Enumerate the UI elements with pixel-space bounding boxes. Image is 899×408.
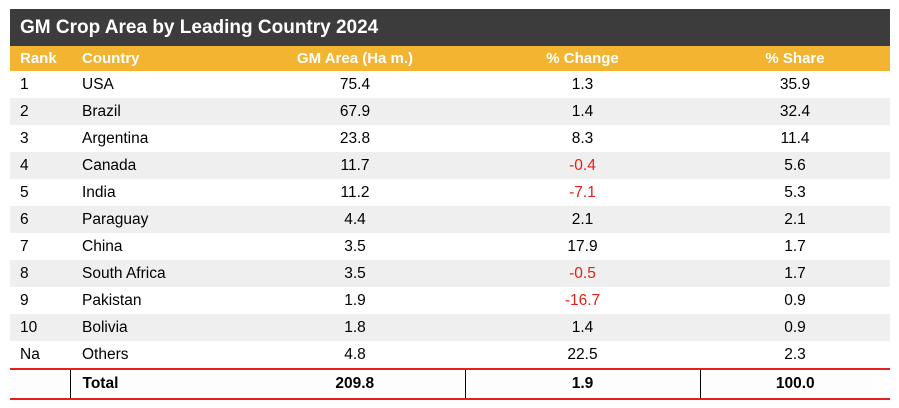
cell-area: 1.8 (344, 318, 366, 336)
cell-rank: 10 (20, 318, 38, 336)
total-area: 209.8 (245, 368, 465, 400)
cell-country: India (82, 183, 116, 201)
cell-area: 4.4 (344, 210, 366, 228)
cell-area: 11.7 (340, 156, 370, 174)
cell-rank: 4 (20, 156, 29, 174)
header-change: % Change (546, 50, 619, 67)
table-title: GM Crop Area by Leading Country 2024 (10, 9, 890, 46)
cell-area: 1.9 (344, 291, 366, 309)
cell-share: 11.4 (780, 129, 810, 147)
table-container: GM Crop Area by Leading Country 2024 Ran… (10, 9, 890, 400)
table-row: 1 USA 75.4 1.3 35.9 (10, 71, 890, 98)
cell-change: -0.5 (569, 264, 596, 282)
cell-country: South Africa (82, 264, 166, 282)
header-rank: Rank (20, 50, 57, 67)
cell-area: 23.8 (339, 129, 371, 147)
total-share: 100.0 (699, 368, 890, 400)
table-row: 8 South Africa 3.5 -0.5 1.7 (10, 260, 890, 287)
crop-area-table: Rank Country GM Area (Ha m.) % Change % … (10, 46, 890, 400)
cell-country: Bolivia (82, 318, 128, 336)
cell-share: 35.9 (779, 75, 811, 93)
cell-rank: 6 (20, 210, 29, 228)
table-row: 9 Pakistan 1.9 -16.7 0.9 (10, 287, 890, 314)
total-rank-cell (10, 368, 70, 400)
cell-area: 67.9 (339, 102, 371, 120)
cell-change: 2.1 (571, 210, 594, 228)
header-area: GM Area (Ha m.) (296, 50, 414, 67)
cell-change: 17.9 (567, 237, 598, 255)
cell-share: 5.6 (784, 156, 806, 174)
cell-country: Pakistan (82, 291, 142, 309)
cell-rank: 3 (20, 129, 29, 147)
cell-area: 11.2 (340, 183, 370, 201)
cell-change: 1.3 (571, 75, 594, 93)
cell-share: 1.7 (784, 237, 806, 255)
table-row: Na Others 4.8 22.5 2.3 (10, 341, 890, 369)
cell-rank: Na (20, 345, 40, 363)
header-row: Rank Country GM Area (Ha m.) % Change % … (10, 46, 890, 71)
cell-country: Brazil (82, 102, 121, 120)
table-row: 4 Canada 11.7 -0.4 5.6 (10, 152, 890, 179)
table-body: 1 USA 75.4 1.3 35.9 2 Brazil 67.9 1.4 32.4 3 Argent… (10, 71, 890, 369)
header-country: Country (82, 50, 140, 67)
header-share: % Share (765, 50, 825, 67)
cell-area: 4.8 (344, 345, 366, 363)
table-header: Rank Country GM Area (Ha m.) % Change % … (10, 46, 890, 71)
cell-country: USA (82, 75, 114, 93)
table-row: 2 Brazil 67.9 1.4 32.4 (10, 98, 890, 125)
total-label: Total (69, 368, 245, 400)
cell-share: 5.3 (784, 183, 806, 201)
cell-rank: 8 (20, 264, 29, 282)
cell-share: 0.9 (784, 291, 806, 309)
cell-change: 1.4 (571, 318, 594, 336)
cell-share: 0.9 (784, 318, 806, 336)
table-footer: Total 209.8 1.9 100.0 (10, 368, 890, 400)
cell-share: 2.3 (784, 345, 806, 363)
table-row: 6 Paraguay 4.4 2.1 2.1 (10, 206, 890, 233)
cell-change: 1.4 (571, 102, 594, 120)
cell-rank: 7 (20, 237, 29, 255)
table-row: 5 India 11.2 -7.1 5.3 (10, 179, 890, 206)
cell-rank: 9 (20, 291, 29, 309)
cell-change: -7.1 (569, 183, 596, 201)
cell-share: 2.1 (784, 210, 806, 228)
total-row: Total 209.8 1.9 100.0 (10, 368, 890, 400)
cell-share: 32.4 (779, 102, 811, 120)
table-row: 7 China 3.5 17.9 1.7 (10, 233, 890, 260)
cell-share: 1.7 (784, 264, 806, 282)
cell-country: Paraguay (82, 210, 149, 228)
cell-rank: 2 (20, 102, 29, 120)
cell-rank: 5 (20, 183, 29, 201)
cell-change: -16.7 (564, 291, 601, 309)
total-change: 1.9 (464, 368, 700, 400)
table-row: 10 Bolivia 1.8 1.4 0.9 (10, 314, 890, 341)
cell-country: Argentina (82, 129, 149, 147)
cell-country: China (82, 237, 123, 255)
cell-change: 8.3 (571, 129, 594, 147)
cell-area: 75.4 (339, 75, 371, 93)
cell-change: 22.5 (567, 345, 598, 363)
cell-country: Canada (82, 156, 137, 174)
cell-area: 3.5 (344, 237, 366, 255)
table-row: 3 Argentina 23.8 8.3 11.4 (10, 125, 890, 152)
cell-change: -0.4 (569, 156, 596, 174)
cell-rank: 1 (20, 75, 29, 93)
cell-country: Others (82, 345, 129, 363)
cell-area: 3.5 (344, 264, 366, 282)
